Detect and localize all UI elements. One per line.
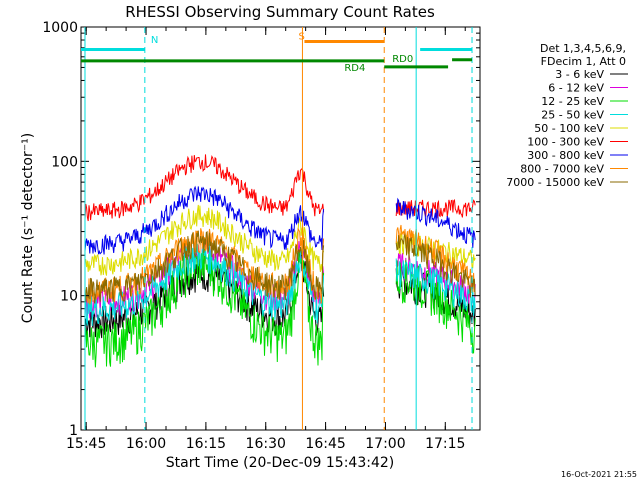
series-line-3 xyxy=(395,258,476,317)
legend-entry-label: 100 - 300 keV xyxy=(527,136,604,149)
x-tick-label: 16:00 xyxy=(126,436,166,452)
series-line-4 xyxy=(84,204,325,276)
plot-lines xyxy=(84,154,476,368)
y-axis: 1 10 100 1000 xyxy=(42,20,480,439)
series-line-3 xyxy=(84,243,325,327)
x-tick-label: 16:30 xyxy=(246,436,286,452)
flag-label: RD0 xyxy=(392,54,413,65)
y-tick-label: 10 xyxy=(60,289,78,305)
legend-entry-label: 6 - 12 keV xyxy=(548,82,604,95)
x-axis-label: Start Time (20-Dec-09 15:43:42) xyxy=(166,455,394,471)
legend-header: Det 1,3,4,5,6,9, xyxy=(540,42,626,55)
series-line-7 xyxy=(395,224,476,293)
legend: Det 1,3,4,5,6,9,FDecim 1, Att 03 - 6 keV… xyxy=(506,42,628,189)
legend-entry-label: 3 - 6 keV xyxy=(555,68,604,81)
x-tick-label: 15:45 xyxy=(66,436,106,452)
series-line-5 xyxy=(84,154,325,222)
y-tick-label: 1 xyxy=(69,423,78,439)
legend-entry-label: 12 - 25 keV xyxy=(541,95,604,108)
x-tick-label: 16:45 xyxy=(305,436,345,452)
series-line-5 xyxy=(395,198,476,219)
annotations: N S RD0 RD4 xyxy=(81,27,473,430)
series-line-6 xyxy=(395,197,476,248)
footer-timestamp: 16-Oct-2021 21:55 xyxy=(561,470,637,479)
series-line-8 xyxy=(84,230,325,304)
legend-entry-label: 50 - 100 keV xyxy=(534,122,604,135)
legend-entry-label: 7000 - 15000 keV xyxy=(506,176,604,189)
y-tick-label: 1000 xyxy=(42,20,78,36)
flag-label: S xyxy=(298,31,304,42)
series-line-2 xyxy=(84,248,325,368)
x-tick-label: 17:00 xyxy=(365,436,405,452)
legend-entry-label: 25 - 50 keV xyxy=(541,109,604,122)
chart-title: RHESSI Observing Summary Count Rates xyxy=(125,3,435,21)
series-line-8 xyxy=(395,232,476,298)
legend-header: FDecim 1, Att 0 xyxy=(541,55,626,68)
plot-frame xyxy=(80,26,481,431)
y-axis-label: Count Rate (s⁻¹ detector⁻¹) xyxy=(20,133,36,323)
y-tick-label: 100 xyxy=(51,154,78,170)
series-line-6 xyxy=(84,185,325,255)
legend-entry-label: 800 - 7000 keV xyxy=(520,163,604,176)
x-axis: 15:45 16:00 16:15 16:30 16:45 17:00 17:15 xyxy=(66,27,466,452)
x-tick-label: 16:15 xyxy=(186,436,226,452)
flag-label: N xyxy=(151,35,158,46)
legend-entry-label: 300 - 800 keV xyxy=(527,149,604,162)
series-line-2 xyxy=(395,260,476,354)
x-tick-label: 17:15 xyxy=(425,436,465,452)
flag-label: RD4 xyxy=(344,63,365,74)
